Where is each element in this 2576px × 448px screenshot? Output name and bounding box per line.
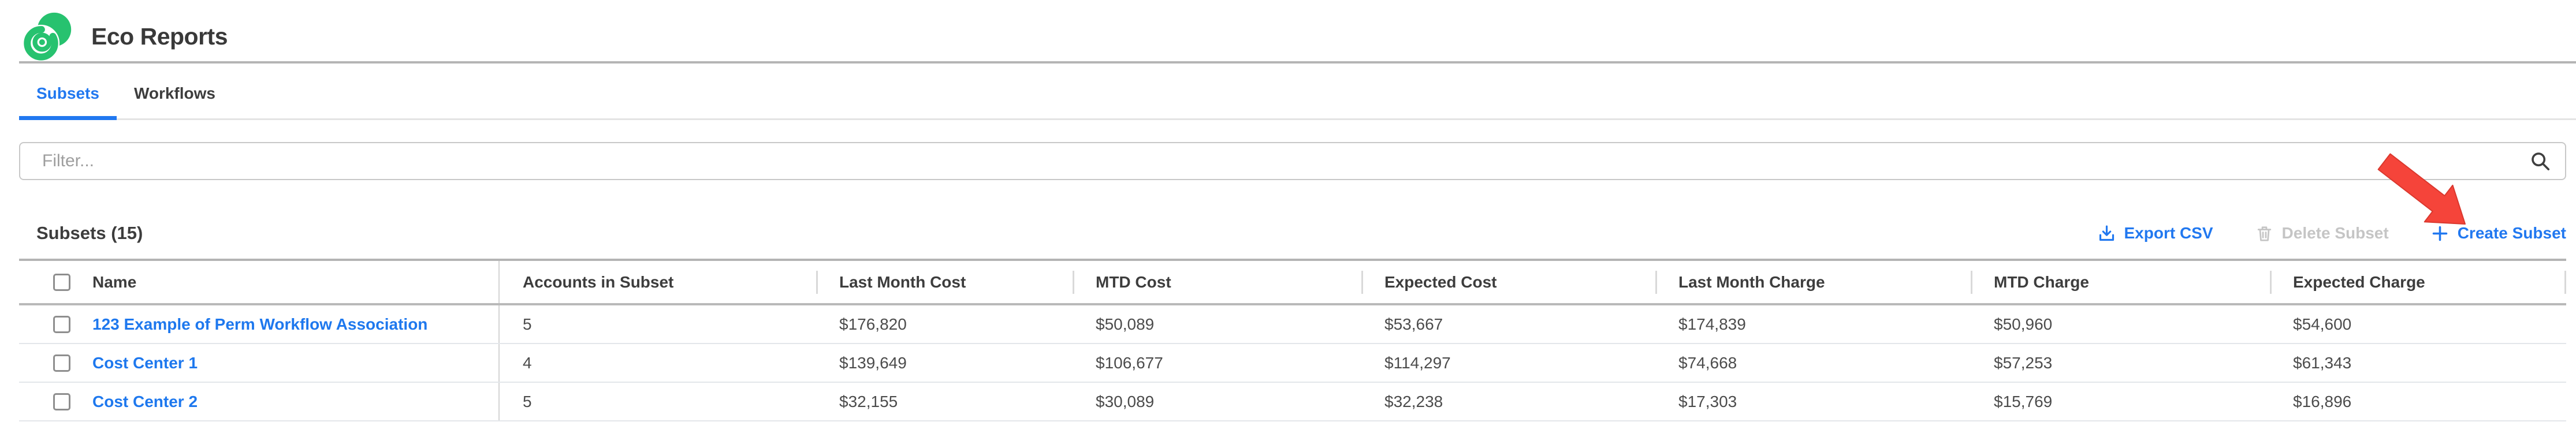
- column-header-last-month-charge[interactable]: Last Month Charge: [1655, 261, 1971, 303]
- create-subset-label: Create Subset: [2457, 224, 2566, 242]
- select-all-checkbox[interactable]: [53, 273, 70, 291]
- subset-name-cell: 123 Example of Perm Workflow Association: [75, 305, 500, 343]
- section-heading: Subsets (15): [36, 223, 143, 243]
- eco-logo-icon: [23, 12, 72, 61]
- table-header-row: Name Accounts in Subset Last Month Cost …: [19, 261, 2566, 305]
- export-csv-label: Export CSV: [2124, 224, 2213, 242]
- accounts-cell: 5: [523, 392, 532, 410]
- mtd-charge-cell: $15,769: [1994, 392, 2053, 410]
- last-month-cost-cell: $176,820: [839, 315, 907, 333]
- column-header-expected-charge[interactable]: Expected Charge: [2270, 261, 2566, 303]
- mtd-cost-cell: $50,089: [1096, 315, 1155, 333]
- last-month-charge-cell: $17,303: [1678, 392, 1737, 410]
- last-month-cost-cell: $32,155: [839, 392, 898, 410]
- last-month-charge-cell: $174,839: [1678, 315, 1746, 333]
- last-month-cost-cell: $139,649: [839, 353, 907, 372]
- page-title: Eco Reports: [91, 23, 228, 50]
- delete-subset-label: Delete Subset: [2281, 224, 2389, 242]
- row-checkbox-cell: [19, 344, 75, 382]
- column-header-name[interactable]: Name: [75, 261, 500, 303]
- tab-subsets[interactable]: Subsets: [19, 64, 117, 120]
- action-buttons: Export CSV Delete Subset Create Subset: [2097, 224, 2566, 243]
- subset-name-link[interactable]: Cost Center 2: [92, 392, 198, 410]
- download-icon: [2099, 225, 2114, 241]
- subset-name-cell: Cost Center 1: [75, 344, 500, 382]
- table-row: 123 Example of Perm Workflow Association…: [19, 305, 2566, 344]
- plus-icon: [2432, 226, 2447, 241]
- last-month-charge-cell: $74,668: [1678, 353, 1737, 372]
- column-header-accounts[interactable]: Accounts in Subset: [523, 272, 674, 291]
- row-checkbox[interactable]: [53, 393, 70, 410]
- expected-charge-cell: $54,600: [2293, 315, 2352, 333]
- subset-name-link[interactable]: Cost Center 1: [92, 353, 198, 372]
- table-row: Cost Center 1 4 $139,649 $106,677 $114,2…: [19, 344, 2566, 383]
- mtd-charge-cell: $57,253: [1994, 353, 2053, 372]
- expected-cost-cell: $114,297: [1384, 353, 1451, 372]
- subset-name-link[interactable]: 123 Example of Perm Workflow Association: [92, 315, 428, 333]
- row-checkbox-cell: [19, 383, 75, 420]
- app-header: Eco Reports: [0, 0, 2576, 61]
- mtd-cost-cell: $106,677: [1096, 353, 1163, 372]
- column-header-mtd-charge[interactable]: MTD Charge: [1971, 261, 2270, 303]
- column-header-mtd-cost[interactable]: MTD Cost: [1073, 261, 1361, 303]
- trash-icon: [2257, 226, 2271, 241]
- accounts-cell: 5: [523, 315, 532, 333]
- expected-cost-cell: $32,238: [1384, 392, 1443, 410]
- tab-bar: Subsets Workflows: [19, 64, 2576, 120]
- delete-subset-button[interactable]: Delete Subset: [2255, 224, 2389, 243]
- expected-charge-cell: $16,896: [2293, 392, 2352, 410]
- mtd-charge-cell: $50,960: [1994, 315, 2053, 333]
- column-header-expected-cost[interactable]: Expected Cost: [1361, 261, 1655, 303]
- subsets-table: Name Accounts in Subset Last Month Cost …: [19, 259, 2566, 421]
- expected-charge-cell: $61,343: [2293, 353, 2352, 372]
- expected-cost-cell: $53,667: [1384, 315, 1443, 333]
- header-checkbox-cell: [19, 261, 75, 303]
- create-subset-button[interactable]: Create Subset: [2430, 224, 2566, 243]
- row-checkbox[interactable]: [53, 354, 70, 372]
- accounts-cell: 4: [523, 353, 532, 372]
- subset-name-cell: Cost Center 2: [75, 383, 500, 420]
- row-checkbox[interactable]: [53, 315, 70, 333]
- filter-input[interactable]: [19, 142, 2566, 180]
- table-row: Cost Center 2 5 $32,155 $30,089 $32,238 …: [19, 383, 2566, 421]
- export-csv-button[interactable]: Export CSV: [2097, 224, 2213, 243]
- row-checkbox-cell: [19, 305, 75, 343]
- search-icon[interactable]: [2529, 150, 2551, 172]
- mtd-cost-cell: $30,089: [1096, 392, 1155, 410]
- filter-bar: [19, 142, 2566, 180]
- column-header-last-month-cost[interactable]: Last Month Cost: [816, 261, 1073, 303]
- section-bar: Subsets (15) Export CSV Delete Subset: [19, 222, 2566, 245]
- header-divider: [19, 61, 2576, 64]
- tab-workflows[interactable]: Workflows: [133, 84, 215, 102]
